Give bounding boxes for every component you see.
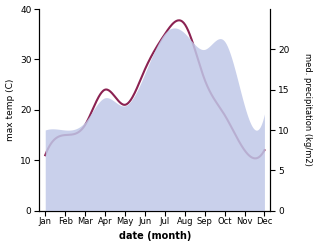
Y-axis label: med. precipitation (kg/m2): med. precipitation (kg/m2) — [303, 53, 313, 166]
Y-axis label: max temp (C): max temp (C) — [5, 79, 15, 141]
X-axis label: date (month): date (month) — [119, 231, 191, 242]
